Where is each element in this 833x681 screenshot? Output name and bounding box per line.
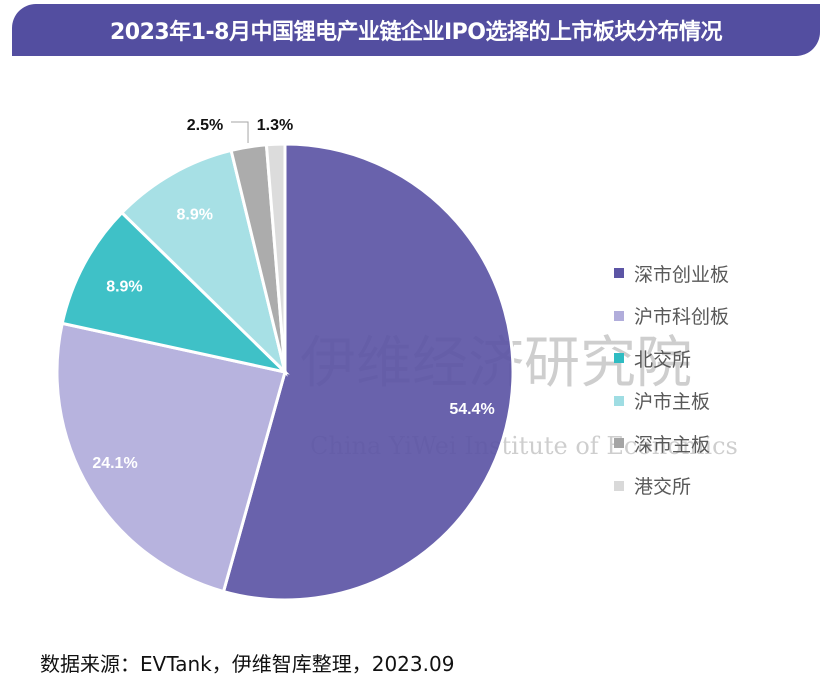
- legend-label: 深市创业板: [634, 263, 730, 286]
- legend-label: 沪市科创板: [634, 306, 730, 329]
- data-label: 24.1%: [92, 455, 137, 472]
- legend-item: 沪市主板: [614, 380, 729, 423]
- legend-swatch: [614, 438, 624, 449]
- data-label: 8.9%: [176, 207, 212, 224]
- legend-swatch: [614, 268, 624, 279]
- pie-slice-5: [264, 142, 287, 373]
- legend-swatch: [614, 353, 624, 364]
- legend-swatch: [614, 395, 624, 406]
- data-label: 54.4%: [449, 401, 494, 418]
- legend-item: 深市主板: [614, 422, 729, 465]
- legend-label: 深市主板: [634, 433, 711, 456]
- data-label: 2.5%: [187, 117, 223, 134]
- legend: 深市创业板沪市科创板北交所沪市主板深市主板港交所: [614, 252, 729, 507]
- legend-item: 港交所: [614, 465, 729, 508]
- legend-label: 港交所: [634, 476, 692, 499]
- data-label: 8.9%: [106, 278, 142, 295]
- chart-title: 2023年1-8月中国锂电产业链企业IPO选择的上市板块分布情况: [12, 4, 820, 56]
- legend-swatch: [614, 310, 624, 321]
- pie-slice-0: [221, 142, 515, 602]
- legend-item: 北交所: [614, 337, 729, 380]
- legend-label: 沪市主板: [634, 391, 711, 414]
- legend-label: 北交所: [634, 348, 692, 371]
- legend-swatch: [614, 480, 624, 491]
- pie-slice-2: [60, 210, 290, 375]
- data-label: 1.3%: [257, 117, 293, 134]
- legend-item: 深市创业板: [614, 252, 729, 295]
- leader-line: [231, 121, 249, 143]
- legend-item: 沪市科创板: [614, 295, 729, 338]
- source-note: 数据来源：EVTank，伊维智库整理，2023.09: [40, 652, 455, 676]
- pie-slice-1: [55, 321, 287, 594]
